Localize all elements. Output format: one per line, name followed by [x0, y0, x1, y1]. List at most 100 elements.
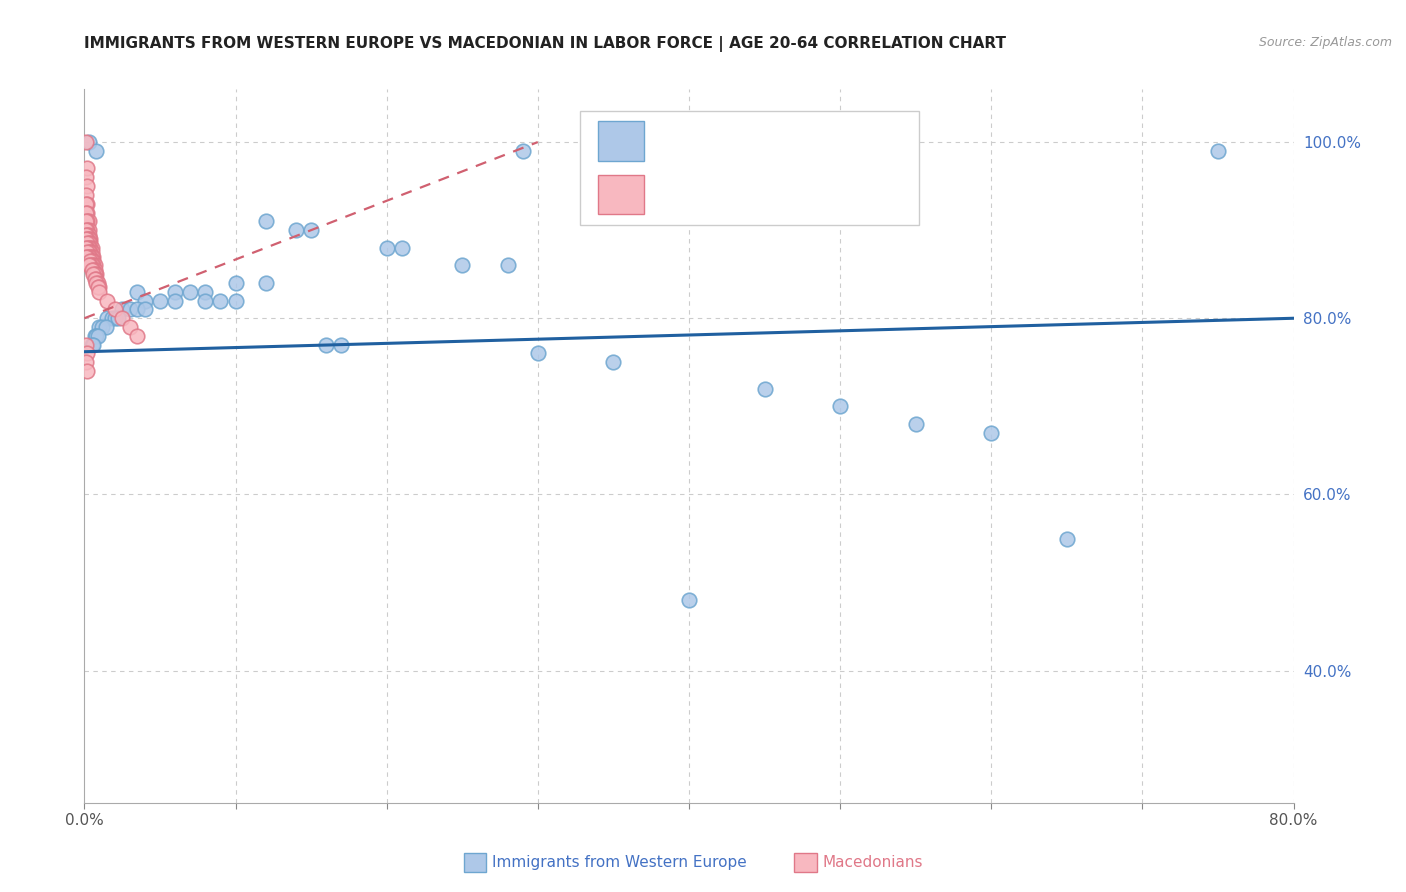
Point [86, 144, 108, 158]
FancyBboxPatch shape [599, 121, 644, 161]
Point [84, 271, 107, 285]
Point [1056, 532, 1078, 546]
Point [76, 250, 98, 264]
Point [79, 245, 101, 260]
Point [127, 302, 149, 317]
Text: R = 0.067   N = 47: R = 0.067 N = 47 [659, 132, 830, 150]
Point [496, 259, 519, 273]
Point [904, 417, 927, 431]
Point [678, 593, 700, 607]
Point [77, 236, 100, 251]
Point [75, 214, 97, 228]
Point [194, 293, 217, 308]
Text: Macedonians: Macedonians [823, 855, 922, 870]
Point [77, 241, 100, 255]
Point [79, 236, 101, 251]
Point [75, 337, 97, 351]
Point [76, 232, 98, 246]
Point [76, 223, 98, 237]
Point [391, 241, 413, 255]
Point [254, 214, 277, 228]
Point [76, 179, 98, 194]
Point [149, 293, 172, 308]
Point [80, 250, 103, 264]
Point [82, 250, 104, 264]
Point [104, 311, 127, 326]
Point [80, 262, 103, 277]
Point [111, 302, 134, 317]
Point [77, 135, 100, 149]
Point [79, 250, 101, 264]
Point [76, 214, 98, 228]
Point [225, 276, 247, 290]
Point [75, 227, 97, 242]
Point [84, 259, 107, 273]
Point [118, 302, 141, 317]
Point [86, 329, 108, 343]
Point [84, 262, 107, 277]
Text: Source: ZipAtlas.com: Source: ZipAtlas.com [1258, 36, 1392, 49]
Point [104, 302, 127, 317]
Point [602, 355, 624, 369]
Point [77, 214, 100, 228]
Point [82, 337, 104, 351]
Point [76, 245, 98, 260]
FancyBboxPatch shape [581, 111, 918, 225]
Point [754, 382, 776, 396]
Point [165, 293, 187, 308]
Point [179, 285, 201, 299]
Point [134, 302, 156, 317]
FancyBboxPatch shape [599, 175, 644, 214]
Point [76, 364, 98, 378]
Point [89, 320, 111, 334]
Point [82, 267, 104, 281]
Point [86, 276, 108, 290]
Point [82, 254, 104, 268]
Text: IMMIGRANTS FROM WESTERN EUROPE VS MACEDONIAN IN LABOR FORCE | AGE 20-64 CORRELAT: IMMIGRANTS FROM WESTERN EUROPE VS MACEDO… [84, 36, 1007, 52]
Point [80, 259, 103, 273]
Point [77, 223, 100, 237]
Text: R = 0.280   N = 69: R = 0.280 N = 69 [659, 186, 830, 203]
Point [330, 337, 353, 351]
Point [75, 223, 97, 237]
Point [527, 346, 550, 360]
Point [512, 144, 534, 158]
Point [89, 280, 111, 294]
Point [75, 241, 97, 255]
Point [254, 276, 277, 290]
Point [77, 245, 100, 260]
Point [285, 223, 308, 237]
Point [87, 329, 110, 343]
Point [76, 346, 98, 360]
Point [75, 188, 97, 202]
Point [87, 276, 110, 290]
Point [451, 259, 474, 273]
Point [315, 337, 337, 351]
Point [299, 223, 322, 237]
Point [75, 205, 97, 219]
Point [82, 262, 104, 277]
Point [76, 227, 98, 242]
Point [94, 320, 117, 334]
Point [830, 400, 852, 414]
Point [76, 205, 98, 219]
Point [75, 135, 97, 149]
Point [1206, 144, 1229, 158]
Point [86, 271, 108, 285]
Point [77, 227, 100, 242]
Point [79, 259, 101, 273]
Point [77, 232, 100, 246]
Point [76, 241, 98, 255]
Point [96, 311, 118, 326]
Point [79, 232, 101, 246]
Point [127, 329, 149, 343]
Point [100, 311, 122, 326]
Point [96, 293, 118, 308]
Point [134, 293, 156, 308]
Point [89, 285, 111, 299]
Point [75, 170, 97, 185]
Point [76, 236, 98, 251]
Point [111, 311, 134, 326]
Point [165, 285, 187, 299]
Point [107, 311, 129, 326]
